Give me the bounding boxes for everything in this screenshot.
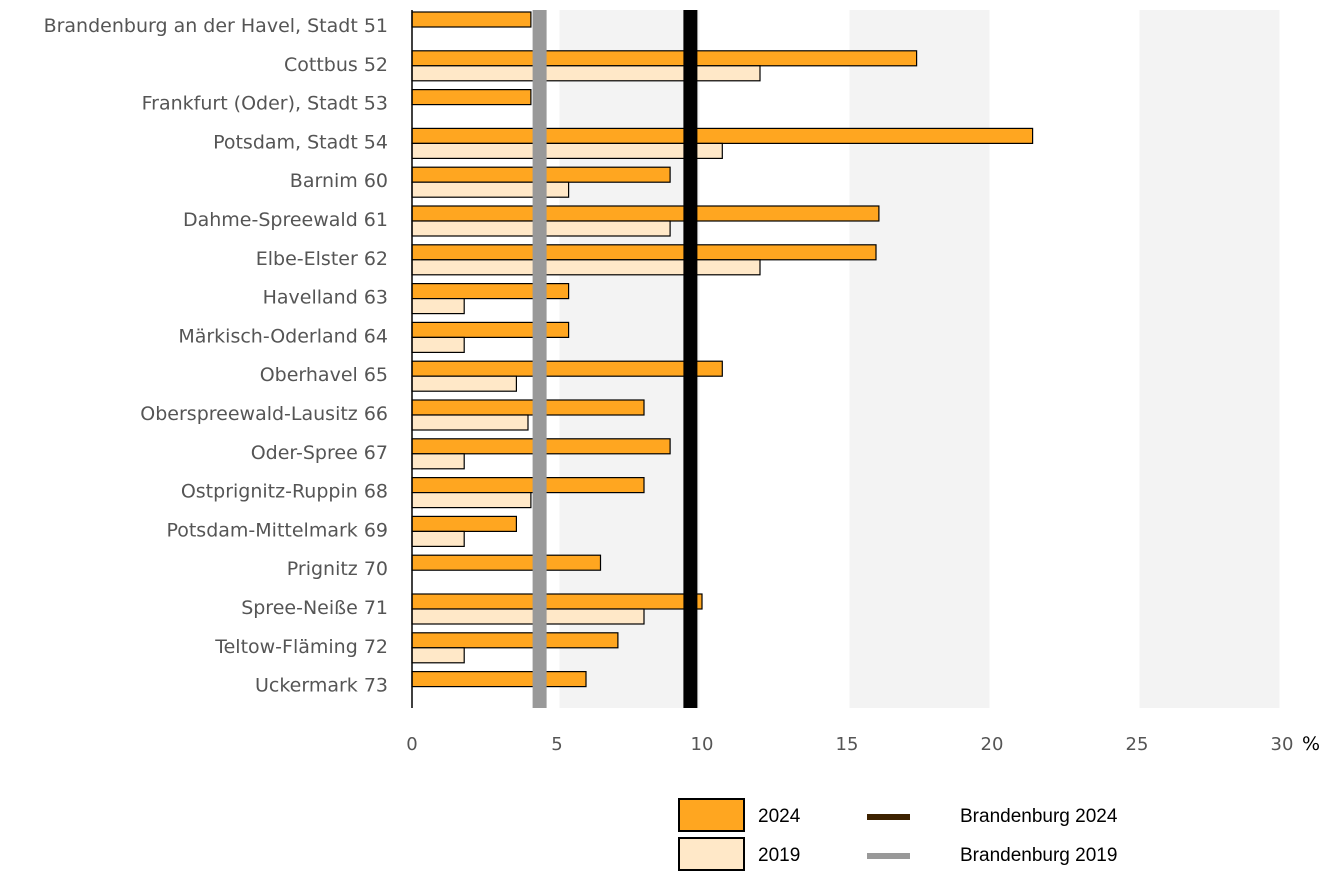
bar-2019-9 — [411, 336, 465, 353]
grid-band — [847, 10, 992, 708]
reference-lines — [532, 10, 698, 708]
bar-2024-7 — [411, 244, 877, 261]
category-label: Oberspreewald-Lausitz 66 — [140, 403, 388, 425]
chart-background-bands — [412, 10, 1285, 708]
legend-label-2019: 2019 — [758, 845, 800, 866]
bar-2024-16 — [411, 593, 703, 610]
bar-2019-8 — [411, 298, 465, 315]
bar-2024-4 — [411, 127, 1034, 144]
legend-label-2024: 2024 — [758, 806, 801, 827]
bar-2024-3 — [411, 88, 532, 106]
category-label: Märkisch-Oderland 64 — [178, 325, 388, 347]
bar-2024-15 — [411, 554, 602, 571]
grid-band — [702, 10, 847, 708]
bar-2024-11 — [411, 399, 645, 416]
category-label: Havelland 63 — [263, 287, 388, 309]
bar-2019-10 — [411, 375, 518, 392]
category-label: Frankfurt (Oder), Stadt 53 — [142, 93, 388, 115]
x-tick-label: 0 — [406, 734, 417, 755]
category-label: Potsdam-Mittelmark 69 — [166, 519, 388, 541]
bar-2019-7 — [411, 259, 761, 276]
grid-band — [1137, 10, 1282, 708]
bar-2024-14 — [411, 515, 518, 533]
legend-swatch-2019 — [678, 837, 745, 871]
x-tick-label: 30 — [1271, 734, 1294, 755]
bar-2024-10 — [411, 360, 723, 377]
bar-2024-17 — [411, 632, 619, 649]
bar-2019-12 — [411, 453, 465, 470]
x-tick-label: 15 — [836, 734, 859, 755]
x-tick-label: 25 — [1126, 734, 1149, 755]
category-label: Teltow-Fläming 72 — [214, 636, 388, 658]
category-label: Oder-Spree 67 — [251, 442, 388, 464]
category-label: Cottbus 52 — [284, 54, 388, 76]
category-label: Dahme-Spreewald 61 — [183, 209, 388, 231]
category-label: Oberhavel 65 — [260, 364, 388, 386]
bar-2024-2 — [411, 50, 918, 67]
x-tick-label: 5 — [551, 734, 562, 755]
bar-2019-11 — [411, 414, 529, 431]
grid-band — [557, 10, 702, 708]
category-label: Potsdam, Stadt 54 — [213, 131, 388, 153]
legend-swatch-2024 — [678, 798, 745, 832]
category-label: Prignitz 70 — [287, 558, 388, 580]
bar-2024-18 — [411, 670, 587, 688]
x-tick-labels: 0 5 10 15 20 25 30 — [406, 734, 1293, 755]
legend-label-brandenburg-2019: Brandenburg 2019 — [960, 845, 1117, 866]
bar-2019-13 — [411, 492, 532, 509]
x-tick-label: 20 — [981, 734, 1004, 755]
bar-2024-6 — [411, 205, 880, 222]
bar-2024-1 — [411, 11, 532, 28]
x-unit-label: % — [1302, 733, 1320, 755]
bar-2019-16 — [411, 608, 645, 625]
grid-band — [992, 10, 1137, 708]
x-tick-label: 10 — [691, 734, 714, 755]
bar-2019-2 — [411, 65, 761, 82]
bar-2019-17 — [411, 647, 465, 664]
category-label: Barnim 60 — [290, 170, 388, 192]
legend: 2024 2019 Brandenburg 2024 Brandenburg 2… — [678, 798, 1118, 871]
category-label: Spree-Neiße 71 — [241, 597, 388, 619]
legend-label-brandenburg-2024: Brandenburg 2024 — [960, 806, 1118, 827]
bar-2024-13 — [411, 477, 645, 494]
category-label: Elbe-Elster 62 — [256, 248, 388, 270]
category-label: Uckermark 73 — [255, 675, 388, 697]
category-label: Ostprignitz-Ruppin 68 — [181, 481, 388, 503]
bar-2019-4 — [411, 142, 723, 159]
category-label: Brandenburg an der Havel, Stadt 51 — [44, 15, 388, 37]
bar-2019-14 — [411, 530, 465, 548]
category-labels: Brandenburg an der Havel, Stadt 51 Cottbu… — [44, 15, 388, 697]
